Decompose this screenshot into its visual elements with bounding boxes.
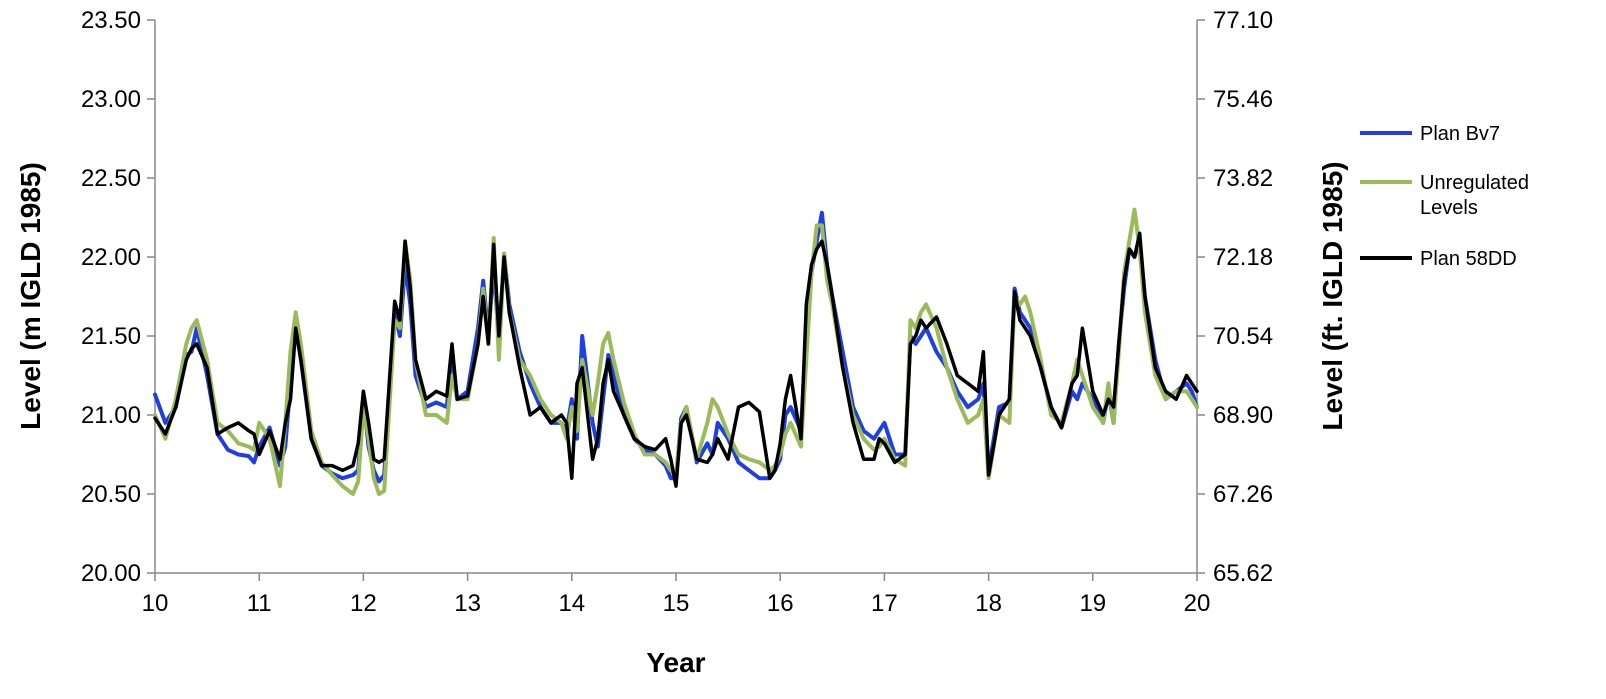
left-tick-label: 23.50 <box>81 7 141 34</box>
x-tick-label: 18 <box>975 590 1002 617</box>
right-tick-label: 72.18 <box>1213 244 1273 271</box>
x-tick-labels: 10 11 12 13 14 15 16 17 18 19 20 <box>142 573 1211 617</box>
x-tick-label: 11 <box>247 590 272 617</box>
left-tick-label: 22.00 <box>81 244 141 271</box>
left-tick-label: 23.00 <box>81 86 141 113</box>
series-line-3 <box>153 231 1199 488</box>
right-tick-label: 75.46 <box>1213 86 1273 113</box>
x-axis-title: Year <box>646 647 705 678</box>
right-tick-label: 67.26 <box>1213 481 1273 508</box>
x-tick-label: 13 <box>454 590 481 617</box>
series-line-2 <box>153 207 1199 496</box>
left-tick-label: 21.00 <box>81 402 141 429</box>
right-tick-label: 70.54 <box>1213 323 1273 350</box>
series-lines <box>153 207 1199 496</box>
x-tick-label: 16 <box>767 590 794 617</box>
left-tick-label: 20.50 <box>81 481 141 508</box>
right-tick-label: 77.10 <box>1213 7 1273 34</box>
x-tick-label: 10 <box>142 590 169 617</box>
left-tick-label: 21.50 <box>81 323 141 350</box>
legend-label: Plan Bv7 <box>1420 123 1500 145</box>
legend-label: Plan 58DD <box>1420 248 1517 270</box>
right-tick-label: 65.62 <box>1213 560 1273 587</box>
x-tick-label: 19 <box>1079 590 1106 617</box>
left-tick-labels: 20.00 20.50 21.00 21.50 22.00 22.50 23.00 23.50 <box>81 7 155 587</box>
left-tick-label: 22.50 <box>81 165 141 192</box>
right-tick-label: 73.82 <box>1213 165 1273 192</box>
y-axis-left-title: Level (m IGLD 1985) <box>15 162 46 430</box>
left-tick-label: 20.00 <box>81 560 141 587</box>
right-tick-label: 68.90 <box>1213 402 1273 429</box>
x-tick-label: 15 <box>663 590 690 617</box>
x-tick-label: 12 <box>350 590 377 617</box>
legend-label: Unregulated Levels <box>1420 172 1529 219</box>
x-tick-label: 20 <box>1184 590 1211 617</box>
x-tick-label: 17 <box>871 590 898 617</box>
right-tick-labels: 65.62 67.26 68.90 70.54 72.18 73.82 75.46 77.10 <box>1197 7 1273 587</box>
x-tick-label: 14 <box>558 590 585 617</box>
y-axis-right-title: Level (ft. IGLD 1985) <box>1317 161 1348 430</box>
legend: Plan Bv7 Unregulated Levels Plan 58DD <box>1360 123 1529 270</box>
